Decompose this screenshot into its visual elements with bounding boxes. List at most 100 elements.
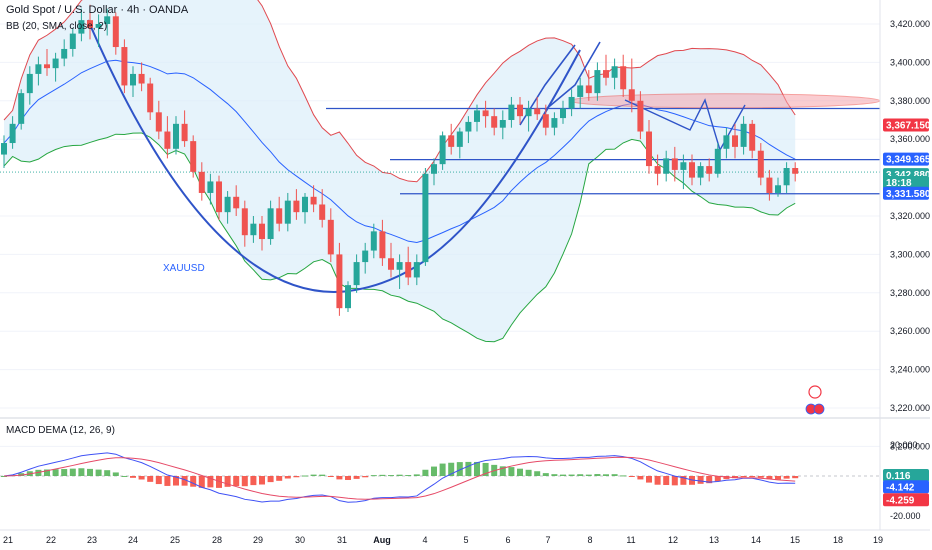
- candle-body: [104, 16, 111, 24]
- macd-histogram-bar: [474, 461, 480, 476]
- candle-body: [26, 73, 33, 94]
- impulse-arrow-2: [544, 41, 601, 111]
- macd-histogram-bar: [560, 474, 566, 476]
- candle-body: [542, 114, 549, 128]
- price-tick-label: 3,380.000: [890, 96, 930, 106]
- macd-histogram-bar: [319, 474, 326, 476]
- macd-histogram-bar: [61, 469, 68, 476]
- candle-body: [448, 135, 455, 147]
- time-axis[interactable]: 21 22 23 24 25 28 29 30 31 Aug 4 5 6 7 8 11 12 13 14 15 18 19: [0, 529, 930, 545]
- candle-body: [568, 96, 575, 109]
- candle-body: [465, 121, 472, 132]
- bb-basis-line: [3, 59, 796, 244]
- macd-histogram-bar: [568, 474, 575, 476]
- macd-histogram-bar: [293, 476, 300, 478]
- candle-body: [732, 135, 738, 147]
- event-icons[interactable]: [805, 385, 825, 415]
- candle-body: [155, 112, 162, 132]
- macd-badge-signal: -4.259: [886, 495, 915, 506]
- macd-histogram-bar: [121, 475, 128, 477]
- signal-line: [3, 456, 796, 500]
- time-tick-label: 25: [170, 535, 180, 545]
- macd-histogram-bar: [499, 466, 506, 476]
- candle-body: [766, 177, 773, 193]
- candle-body: [560, 108, 566, 119]
- horizontal-levels: [0, 107, 880, 195]
- time-tick-label: 8: [587, 535, 592, 545]
- candle-body: [637, 100, 644, 132]
- candle-body: [654, 166, 661, 174]
- time-tick-label: 5: [463, 535, 468, 545]
- candle-body: [628, 89, 635, 101]
- candle-body: [749, 123, 756, 151]
- price-badge-resistance-bg: [883, 118, 929, 132]
- macd-histogram-bar: [164, 476, 171, 486]
- candle-body: [345, 285, 351, 309]
- macd-histogram-bar: [216, 476, 222, 488]
- macd-histogram-bar: [680, 476, 687, 485]
- price-badge-countdown: 18:18: [886, 178, 912, 189]
- candle-body: [663, 158, 670, 174]
- macd-histogram-bar: [620, 475, 627, 477]
- macd-indicator-label[interactable]: MACD DEMA (12, 26, 9): [6, 425, 115, 436]
- macd-histogram-bar: [448, 462, 455, 476]
- price-tick-label: 3,200.000: [890, 441, 930, 451]
- macd-histogram-bar: [302, 475, 308, 477]
- macd-histogram-bar: [740, 476, 747, 477]
- price-tick-label: 3,240.000: [890, 365, 930, 375]
- time-tick-label: 24: [128, 535, 138, 545]
- time-tick-label: 18: [833, 535, 843, 545]
- macd-histogram-bar: [431, 466, 437, 476]
- macd-histogram-bar: [276, 476, 283, 481]
- candle-body: [456, 131, 463, 147]
- macd-histogram-bar: [439, 463, 446, 476]
- macd-histogram-bar: [44, 469, 50, 476]
- macd-histogram-bar: [723, 476, 730, 480]
- candle-body: [353, 262, 360, 286]
- candle-body: [706, 166, 713, 174]
- candle-body: [775, 185, 781, 193]
- candle-body: [121, 47, 128, 86]
- time-tick-label: 14: [751, 535, 761, 545]
- macd-histogram-bar: [413, 474, 420, 476]
- macd-histogram-bar: [465, 461, 472, 476]
- candle-body: [792, 168, 799, 174]
- candle-body: [207, 181, 214, 193]
- macd-histogram-bar: [628, 476, 635, 477]
- macd-histogram-bar: [147, 476, 154, 482]
- macd-histogram-bar: [52, 469, 59, 476]
- macd-histogram-bar: [783, 476, 790, 479]
- macd-histogram-bar: [706, 476, 713, 484]
- bb-indicator-label[interactable]: BB (20, SMA, close, 2): [6, 21, 108, 32]
- macd-histogram-bar: [327, 476, 334, 477]
- time-tick-label: 12: [668, 535, 678, 545]
- candle-body: [482, 110, 489, 117]
- macd-histogram-bar: [112, 472, 119, 476]
- macd-histogram-bar: [637, 476, 644, 480]
- candle-body: [757, 150, 764, 178]
- macd-histogram-bar: [190, 476, 197, 487]
- candle-body: [620, 66, 627, 90]
- time-tick-label: 22: [46, 535, 56, 545]
- macd-histogram-bar: [267, 476, 274, 483]
- candle-body: [525, 108, 532, 117]
- price-badge-upper-level: 3,349.365: [886, 155, 931, 166]
- candle-body: [198, 171, 205, 193]
- candle-body: [474, 110, 480, 122]
- candle-body: [431, 164, 437, 174]
- candle-body: [585, 85, 592, 94]
- macd-histogram-bar: [78, 468, 85, 476]
- price-axis[interactable]: 3,420.000 3,400.000 3,380.000 3,360.000 3,32…: [879, 0, 930, 530]
- candle-body: [87, 20, 93, 28]
- macd-histogram-bar: [138, 476, 145, 480]
- price-tick-label: 3,320.000: [890, 211, 930, 221]
- macd-histogram-bar: [336, 476, 343, 480]
- candle-body: [267, 208, 274, 240]
- macd-histogram-bar: [69, 468, 76, 476]
- macd-histogram-bar: [714, 476, 721, 482]
- candle-body: [577, 85, 584, 97]
- macd-histogram-bar: [517, 468, 523, 476]
- macd-histogram-bar: [757, 476, 764, 478]
- macd-tick-label: 20.000: [890, 440, 918, 450]
